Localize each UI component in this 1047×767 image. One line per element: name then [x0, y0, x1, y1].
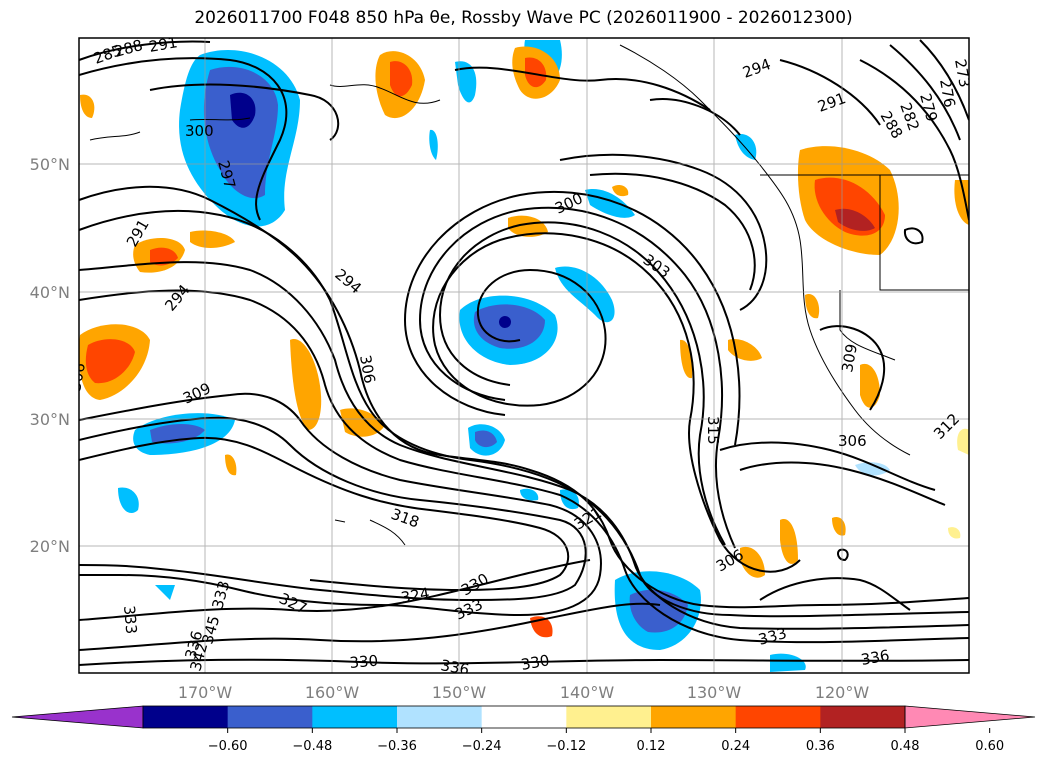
latitude-labels: 50°N 40°N 30°N 20°N — [30, 155, 70, 556]
contour-label: 330 — [520, 651, 551, 674]
lon-label: 150°W — [432, 683, 487, 702]
colorbar-segment — [735, 706, 821, 728]
colorbar-segment — [312, 706, 398, 728]
colorbar-tick-label: −0.12 — [546, 739, 586, 754]
contour-label: 336 — [860, 646, 891, 669]
contour-label: 276 — [936, 78, 959, 109]
lon-label: 140°W — [560, 683, 615, 702]
colorbar-segment — [227, 706, 313, 728]
colorbar-frame — [142, 705, 906, 729]
colorbar-tick-label: −0.24 — [462, 739, 502, 754]
lat-label: 40°N — [30, 283, 70, 302]
gridlines — [79, 38, 969, 673]
colorbar-tick-label: 0.24 — [721, 739, 750, 754]
colorbar-segment — [143, 706, 229, 728]
theta-e-contours — [79, 39, 969, 666]
contour-label: 333 — [120, 605, 140, 635]
map-title: 2026011700 F048 850 hPa θe, Rossby Wave … — [194, 8, 853, 28]
contour-label: 315 — [704, 416, 722, 445]
lon-label: 120°W — [815, 683, 870, 702]
colorbar-segment — [651, 706, 737, 728]
lon-label: 130°W — [687, 683, 742, 702]
colorbar-segment — [481, 706, 567, 728]
contour-label: 309 — [838, 342, 861, 373]
colorbar-tick-label: 0.48 — [891, 739, 920, 754]
colorbar-extend-high — [904, 705, 1036, 729]
coastlines — [89, 44, 969, 546]
longitude-labels: 170°W 160°W 150°W 140°W 130°W 120°W — [178, 683, 870, 702]
map-frame — [78, 37, 970, 674]
lat-label: 50°N — [30, 155, 70, 174]
colorbar-segment — [566, 706, 652, 728]
colorbar-segment — [397, 706, 483, 728]
lat-label: 30°N — [30, 410, 70, 429]
colorbar-extend-low — [11, 705, 144, 729]
colorbar-segment — [820, 706, 906, 728]
contour-label: 306 — [356, 354, 379, 385]
contour-label: 330 — [349, 652, 379, 672]
colorbar-tick-label: −0.60 — [208, 739, 248, 754]
contour-label: 291 — [148, 33, 179, 56]
colorbar-tick-label: 0.36 — [806, 739, 835, 754]
contour-label: 306 — [66, 361, 89, 392]
colorbar-tick-label: −0.48 — [292, 739, 332, 754]
contour-label: 306 — [838, 432, 867, 450]
contour-label: 300 — [185, 122, 214, 140]
contour-label: 324 — [400, 584, 431, 607]
lon-label: 160°W — [305, 683, 360, 702]
lat-label: 20°N — [30, 537, 70, 556]
contour-label: 273 — [951, 58, 974, 89]
colorbar: −0.60 −0.48 −0.36 −0.24 −0.12 0.12 0.24 0.36 0.4… — [11, 705, 1036, 754]
contour-label: 336 — [439, 656, 470, 679]
lon-label: 170°W — [178, 683, 233, 702]
contour-label: 288 — [112, 36, 144, 61]
colorbar-tick-label: 0.60 — [975, 739, 1004, 754]
colorbar-tick-label: −0.36 — [377, 739, 417, 754]
colorbar-tick-label: 0.12 — [637, 739, 666, 754]
